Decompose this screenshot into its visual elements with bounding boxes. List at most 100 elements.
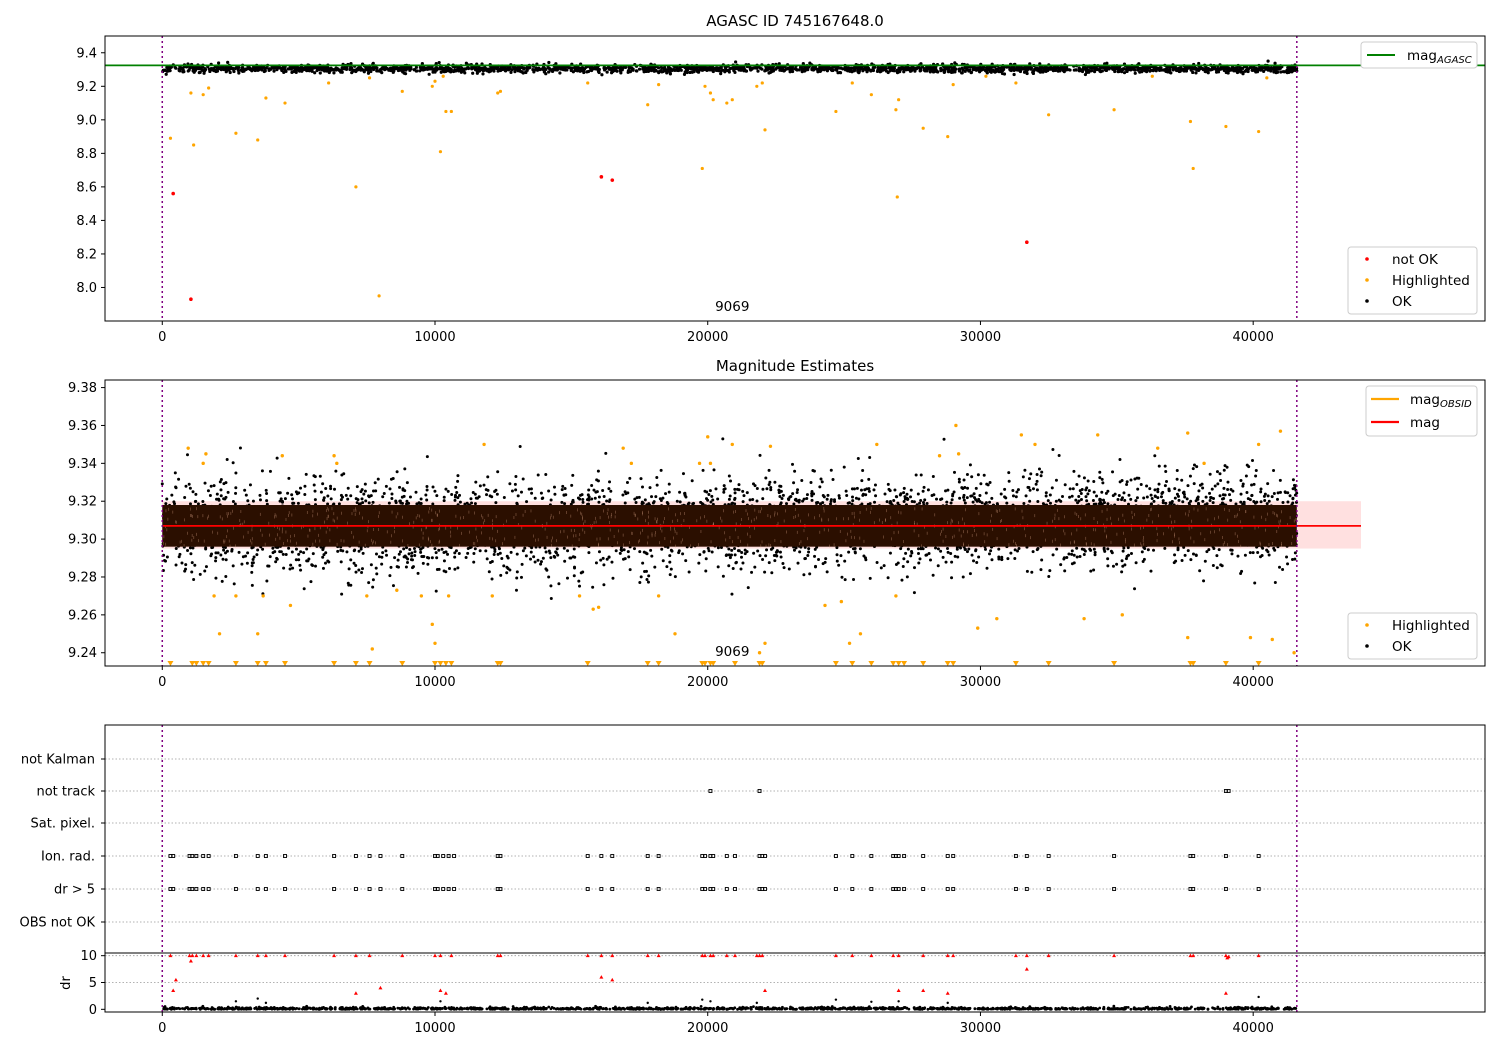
highlighted-point [711,98,715,102]
highlighted-point [367,76,372,80]
ok-point [807,547,811,551]
ok-point [1125,480,1129,484]
ok-point [622,548,626,552]
ok-point [578,584,582,588]
ok-point [565,68,569,72]
ok-point [733,502,737,506]
ok-point [425,498,429,502]
ok-point [1259,68,1263,72]
ok-point [1145,484,1149,488]
ok-point [310,69,314,73]
ok-point [662,68,666,72]
ok-point [344,493,348,497]
ok-point [1239,478,1243,482]
ok-point [1250,68,1254,72]
ok-point [800,478,804,482]
ok-point [349,558,353,562]
ok-point [515,576,519,580]
ok-point [217,61,221,65]
ok-point [344,67,349,71]
ok-point [1027,477,1031,481]
ok-point [730,66,734,70]
ok-point [326,494,330,498]
ok-point [871,68,876,73]
highlighted-point [894,108,898,112]
ok-point [886,70,890,75]
ok-point [1035,488,1039,492]
ok-point [1077,495,1081,499]
ok-point [1106,564,1110,568]
ok-point [1101,481,1105,485]
ok-point [597,70,601,75]
ok-point [1148,487,1152,491]
ok-point [1127,67,1131,72]
ok-point [433,70,437,74]
ok-point [1285,555,1289,559]
ok-point [737,483,741,487]
ok-point [244,493,248,497]
ok-point [1254,66,1258,70]
ok-point [1222,468,1226,472]
ok-point [1031,70,1035,74]
y-tick-label: 9.0 [76,113,97,128]
ok-point [1063,569,1067,573]
ok-point [243,488,247,492]
ok-point [375,572,379,576]
ok-point [796,561,800,565]
ok-point [203,481,207,485]
ok-point [1113,492,1117,496]
ok-point [794,67,798,72]
ok-point [381,551,385,555]
ok-point [1012,68,1016,72]
ok-point [965,496,969,500]
ok-point [822,495,826,499]
ok-point [1211,501,1215,505]
ok-point [464,61,468,65]
ok-point [610,68,614,72]
ok-point [1163,464,1167,468]
ok-point [204,547,208,551]
ok-point [263,69,267,73]
ok-point [746,586,750,590]
ok-point [547,549,551,553]
ok-point [888,551,892,555]
ok-point [281,552,285,556]
ok-point [1174,68,1179,73]
ok-point [1198,569,1202,573]
ok-point [1264,67,1268,71]
ok-point [918,557,922,561]
ok-point [841,67,845,71]
ok-point [578,69,582,73]
ok-point [875,560,879,564]
ok-point [1082,476,1086,480]
ok-point [1234,66,1238,70]
ok-point [765,548,769,552]
ok-point [288,567,292,571]
ok-point [1226,480,1230,484]
ok-point [232,69,236,74]
ok-point [371,500,375,504]
ok-point [889,66,893,70]
ok-point [1191,70,1195,75]
ok-point [472,551,476,555]
ok-point [360,567,364,571]
ok-point [283,497,287,501]
ok-point [561,484,565,488]
ok-point [560,488,564,492]
ok-point [1189,499,1193,503]
ok-point [1129,551,1133,555]
ok-point [385,553,389,557]
ok-point [473,547,477,551]
ok-point [1079,491,1083,495]
ok-point [547,60,551,65]
ok-point [462,69,466,73]
ok-point [224,558,228,562]
highlighted-point [449,109,453,114]
ok-point [765,68,769,72]
ok-point [552,485,556,489]
ok-point [425,488,429,492]
ok-point [638,550,642,554]
ok-point [560,500,564,504]
ok-point [353,68,357,72]
ok-point [366,71,371,75]
